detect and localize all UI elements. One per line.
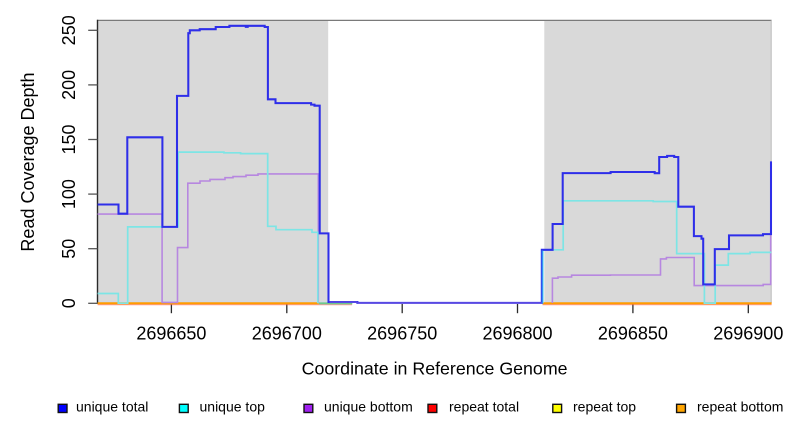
svg-text:2696700: 2696700 — [252, 324, 322, 344]
svg-text:Read Coverage Depth: Read Coverage Depth — [18, 72, 38, 251]
svg-text:unique total: unique total — [76, 399, 148, 415]
svg-text:repeat bottom: repeat bottom — [697, 399, 783, 415]
svg-text:Coordinate in Reference Genome: Coordinate in Reference Genome — [302, 358, 568, 378]
svg-text:2696900: 2696900 — [713, 324, 783, 344]
svg-text:2696750: 2696750 — [367, 324, 437, 344]
svg-text:150: 150 — [59, 124, 79, 154]
svg-text:2696800: 2696800 — [482, 324, 552, 344]
svg-text:250: 250 — [59, 15, 79, 45]
svg-text:50: 50 — [59, 239, 79, 259]
svg-text:repeat top: repeat top — [573, 399, 636, 415]
svg-text:repeat total: repeat total — [449, 399, 519, 415]
svg-text:200: 200 — [59, 70, 79, 100]
svg-text:0: 0 — [59, 298, 79, 308]
svg-text:unique bottom: unique bottom — [324, 399, 413, 415]
svg-text:unique top: unique top — [200, 399, 266, 415]
svg-text:100: 100 — [59, 179, 79, 209]
svg-text:2696850: 2696850 — [598, 324, 668, 344]
svg-text:2696650: 2696650 — [136, 324, 206, 344]
